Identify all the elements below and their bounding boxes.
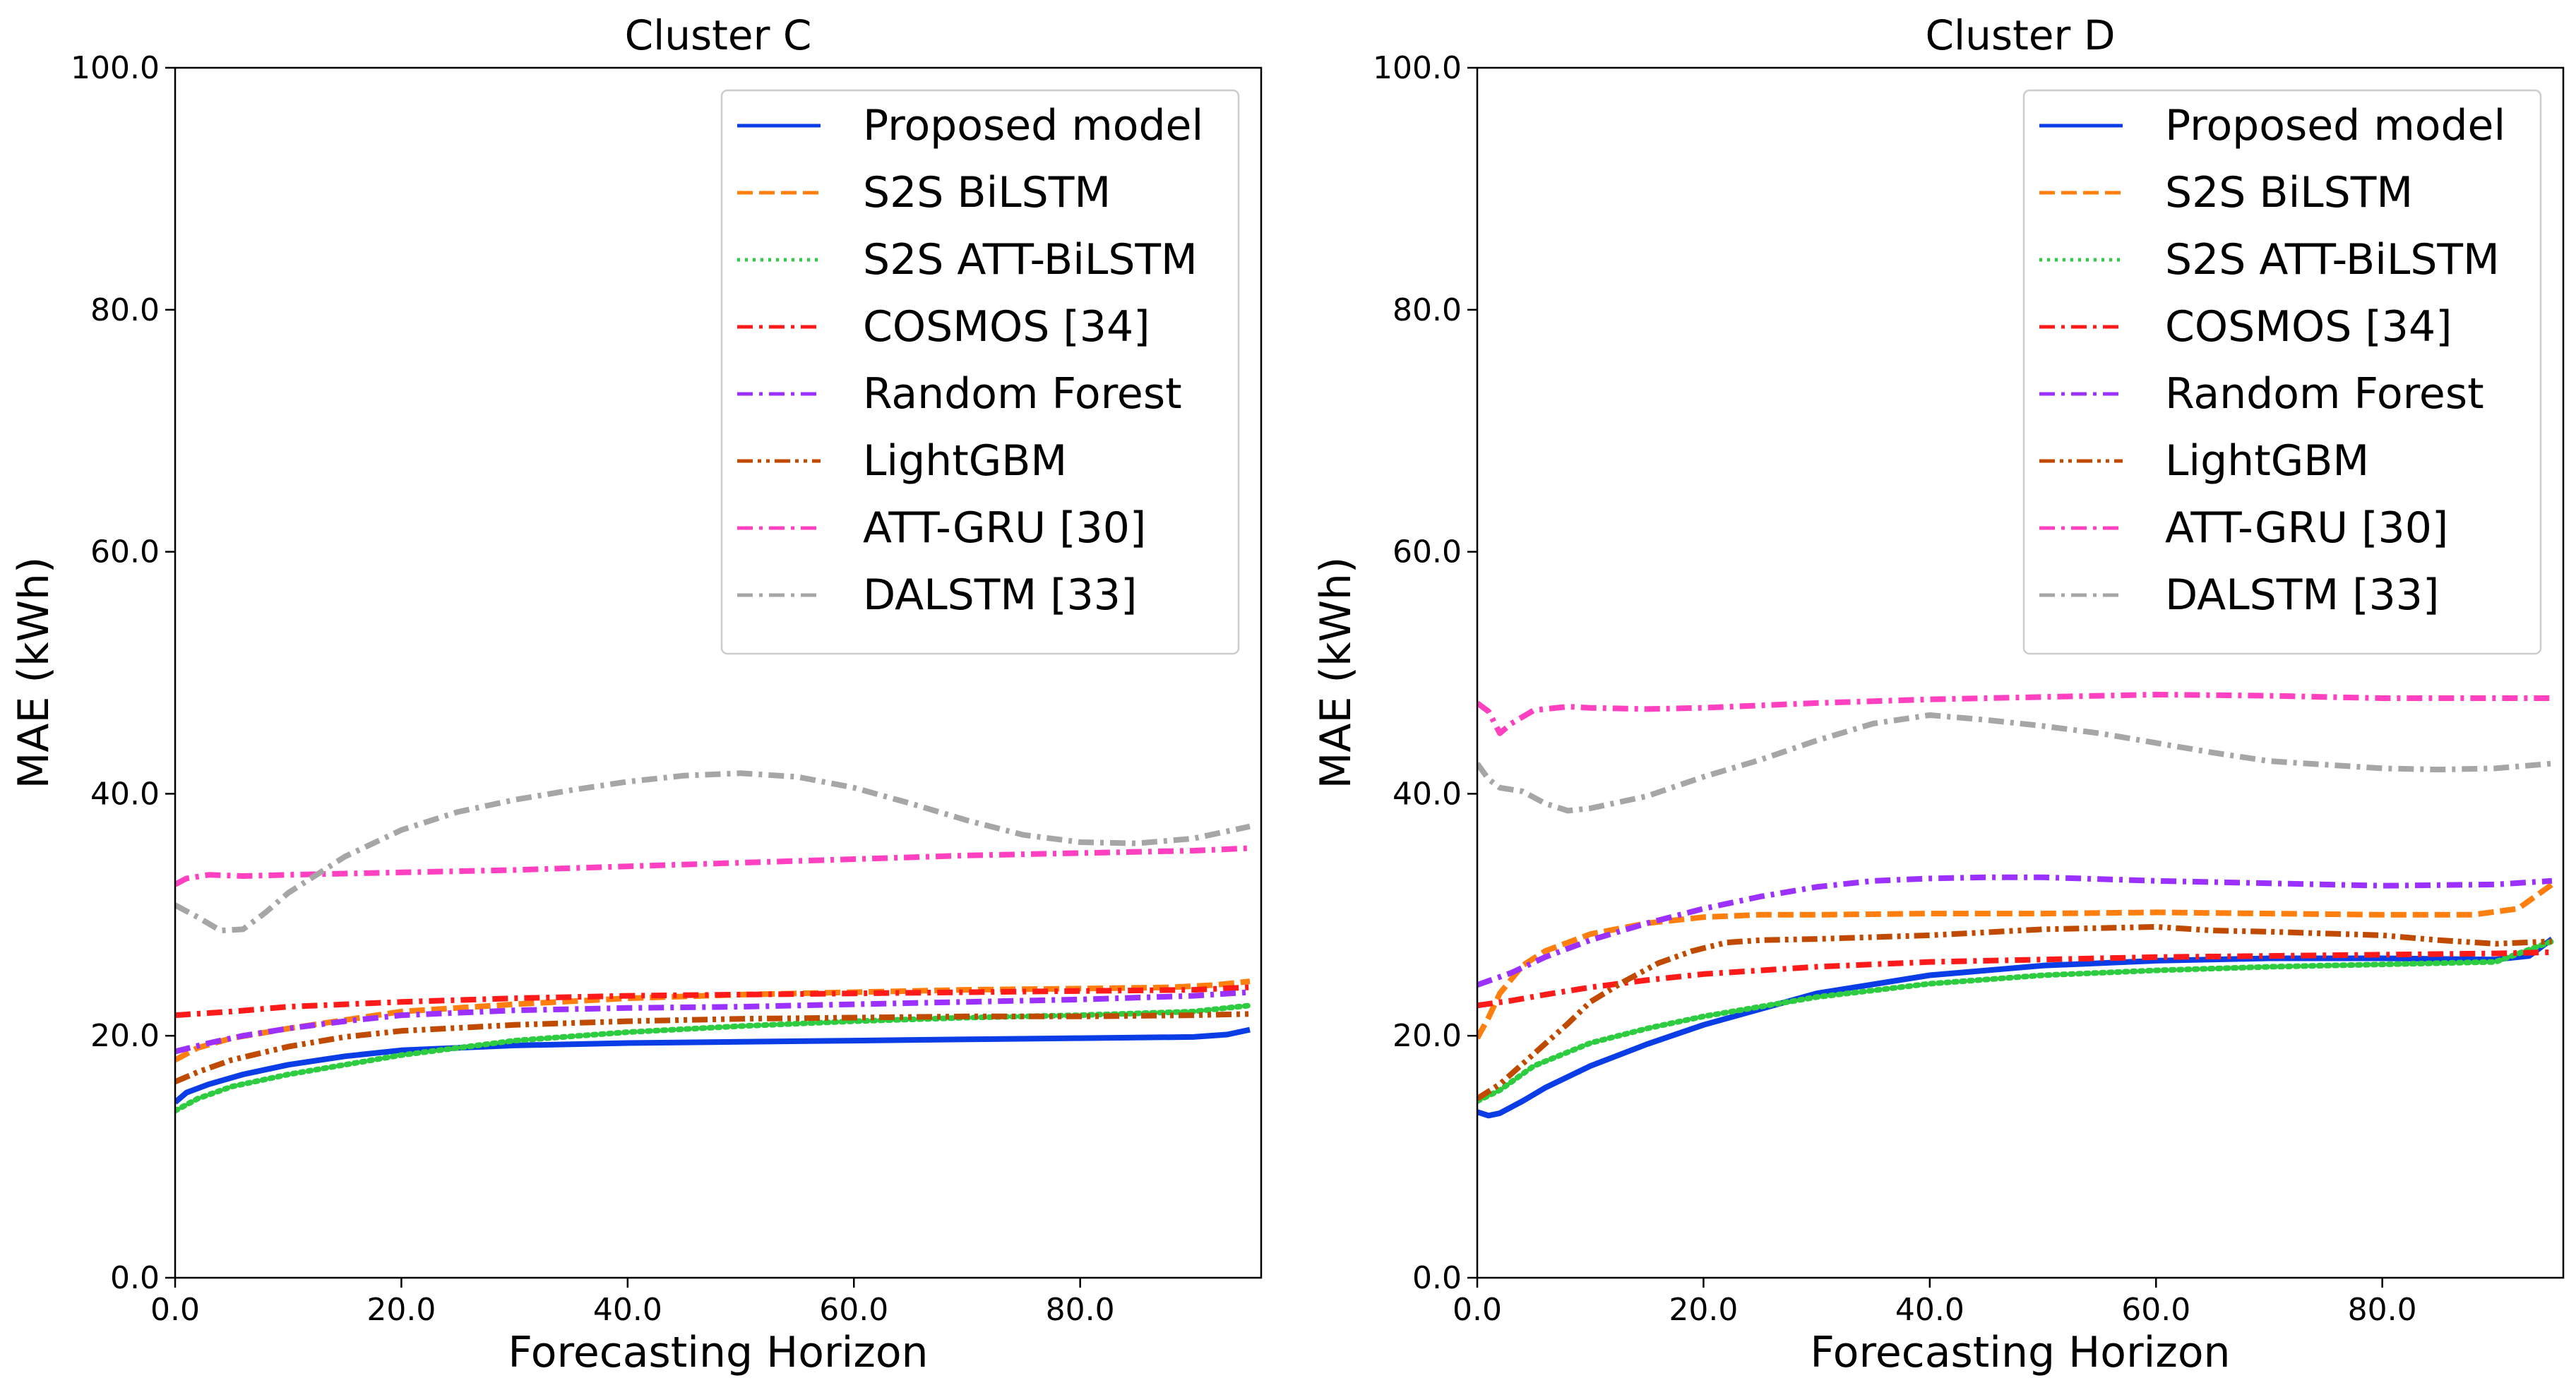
legend-label: Random Forest — [863, 369, 1182, 419]
legend-label: COSMOS [34] — [863, 302, 1150, 352]
y-tick-label: 80.0 — [90, 292, 160, 328]
series-line-cosmos-34 — [175, 984, 1251, 1019]
legend-label: S2S ATT-BiLSTM — [2165, 235, 2500, 284]
series-line-att-gru-30 — [1477, 691, 2552, 736]
legend-label: LightGBM — [863, 436, 1067, 486]
x-axis-label: Forecasting Horizon — [508, 1328, 928, 1377]
series-line-dalstm-33 — [175, 770, 1251, 934]
x-axis-label: Forecasting Horizon — [1810, 1328, 2230, 1377]
y-tick-label: 60.0 — [90, 534, 160, 570]
y-tick-label: 80.0 — [1393, 292, 1462, 328]
x-tick-label: 80.0 — [1046, 1292, 1115, 1328]
series-line-random-forest — [175, 989, 1251, 1055]
x-tick-label: 40.0 — [593, 1292, 662, 1328]
legend-label: LightGBM — [2165, 436, 2369, 486]
y-tick-label: 60.0 — [1393, 534, 1462, 570]
y-axis-label: MAE (kWh) — [9, 557, 59, 789]
y-tick-label: 40.0 — [1393, 776, 1462, 812]
legend-box — [2022, 89, 2542, 655]
x-tick-label: 60.0 — [2121, 1292, 2190, 1328]
series-line-att-gru-30 — [175, 845, 1251, 887]
series-line-lightgbm — [175, 1011, 1251, 1084]
y-tick-label: 0.0 — [1412, 1260, 1462, 1296]
legend: Proposed model S2S BiLSTM S2S ATT-BiLSTM CO… — [720, 89, 1240, 655]
y-tick-label: 20.0 — [90, 1018, 160, 1054]
x-tick-label: 0.0 — [150, 1292, 200, 1328]
series-line-dalstm-33 — [1477, 712, 2553, 814]
legend-label: ATT-GRU [30] — [863, 503, 1146, 553]
chart-title: Cluster D — [1926, 11, 2116, 59]
legend-label: S2S BiLSTM — [863, 168, 1111, 217]
legend-box — [720, 89, 1240, 655]
legend-label: S2S ATT-BiLSTM — [863, 235, 1198, 284]
series-line-cosmos-34 — [1477, 949, 2553, 1009]
x-tick-label: 20.0 — [1669, 1292, 1738, 1328]
x-tick-label: 0.0 — [1453, 1292, 1502, 1328]
x-tick-label: 20.0 — [366, 1292, 436, 1328]
y-axis-label: MAE (kWh) — [1311, 557, 1361, 789]
legend: Proposed model S2S BiLSTM S2S ATT-BiLSTM CO… — [2022, 89, 2542, 655]
series-line-proposed-model — [1477, 936, 2554, 1119]
legend-label: DALSTM [33] — [863, 570, 1137, 620]
chart-title: Cluster C — [625, 11, 812, 59]
legend-label: Proposed model — [2165, 101, 2505, 150]
y-tick-label: 20.0 — [1393, 1018, 1462, 1054]
legend-label: ATT-GRU [30] — [2165, 503, 2448, 553]
x-tick-label: 60.0 — [819, 1292, 888, 1328]
series-line-lightgbm — [1477, 923, 2553, 1101]
y-tick-label: 100.0 — [71, 50, 160, 86]
y-tick-label: 40.0 — [90, 776, 160, 812]
x-tick-label: 80.0 — [2348, 1292, 2417, 1328]
series-line-proposed-model — [175, 1026, 1251, 1105]
axes-frame — [174, 66, 1263, 1279]
series-line-s2s-att-bilstm — [1477, 938, 2555, 1104]
y-tick-label: 100.0 — [1373, 50, 1462, 86]
chart-panel-1: Cluster D 0.0 20.0 40.0 60.0 80.0 0.0 20.0 40.0 6… — [1311, 11, 2565, 1377]
legend-label: Proposed model — [863, 101, 1203, 150]
y-tick-label: 0.0 — [110, 1260, 160, 1296]
x-tick-label: 40.0 — [1895, 1292, 1964, 1328]
series-group — [175, 770, 1253, 1114]
legend-label: Random Forest — [2165, 369, 2484, 419]
legend-label: DALSTM [33] — [2165, 570, 2439, 620]
axes-frame — [1476, 66, 2565, 1279]
legend-label: S2S BiLSTM — [2165, 168, 2413, 217]
chart-panel-0: Cluster C 0.0 20.0 40.0 60.0 80.0 0.0 20.0 40.0 6… — [9, 11, 1263, 1377]
legend-label: COSMOS [34] — [2165, 302, 2452, 352]
series-line-random-forest — [1477, 874, 2553, 988]
series-group — [1477, 691, 2555, 1119]
series-line-s2s-bilstm — [1477, 882, 2554, 1040]
